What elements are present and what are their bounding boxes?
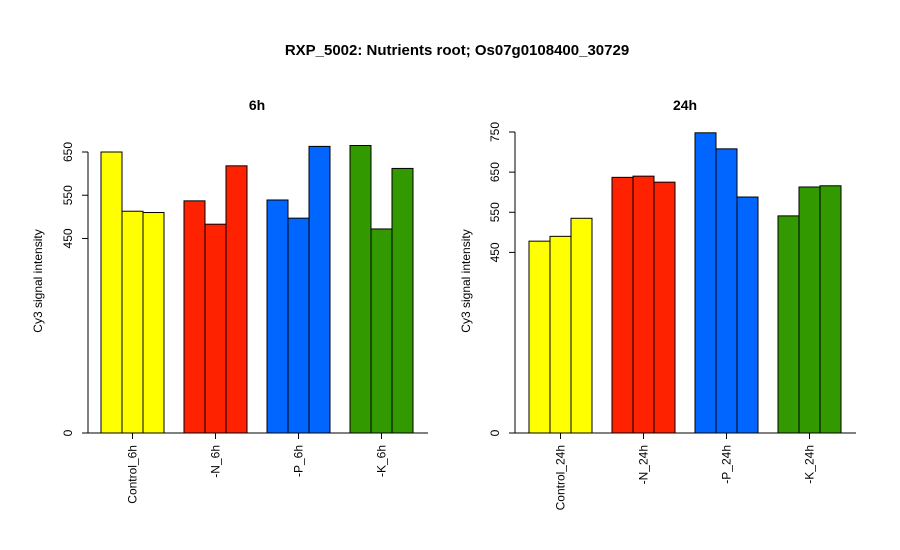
y-axis: 0 450 550 650	[61, 142, 89, 436]
panel-title: 6h	[249, 97, 265, 113]
chart-panel-24h: 24h Cy3 signal intensity 0 450 550 650 750 C…	[459, 97, 856, 510]
x-axis: Control_24h -N_24h -P_24h -K_24h	[515, 432, 856, 510]
bar	[266, 199, 289, 434]
bar	[798, 186, 821, 434]
chart-panel-6h: 6h Cy3 signal intensity 0 450 550 650 Contr…	[31, 97, 428, 504]
bar	[183, 200, 206, 434]
panel-title: 24h	[673, 97, 697, 113]
bar	[204, 223, 227, 434]
bar	[694, 132, 717, 434]
bar	[819, 185, 842, 434]
x-tick-label: -P_24h	[720, 445, 734, 484]
y-tick-label: 450	[488, 242, 502, 262]
y-tick-label: 550	[488, 202, 502, 222]
bar	[632, 175, 655, 434]
y-tick-label: 650	[488, 162, 502, 182]
y-tick-label: 550	[61, 185, 75, 205]
bars-group	[528, 132, 842, 434]
bar	[370, 228, 393, 434]
bar	[142, 212, 165, 434]
bar	[570, 217, 593, 434]
x-tick-label: -K_6h	[375, 445, 389, 477]
y-axis-label: Cy3 signal intensity	[459, 229, 473, 332]
y-axis-label: Cy3 signal intensity	[31, 229, 45, 332]
x-tick-label: Control_6h	[126, 445, 140, 504]
bar	[391, 167, 414, 434]
figure-title: RXP_5002: Nutrients root; Os07g0108400_3…	[285, 42, 629, 59]
bar	[121, 210, 144, 434]
y-axis: 0 450 550 650 750	[488, 122, 516, 436]
bar	[287, 217, 310, 434]
bars-group	[100, 145, 414, 434]
bar	[308, 145, 331, 434]
bar	[549, 235, 572, 434]
bar	[225, 165, 248, 434]
x-tick-label: -N_24h	[637, 445, 651, 484]
x-tick-label: Control_24h	[554, 445, 568, 510]
bar	[653, 181, 676, 434]
bar	[349, 145, 372, 434]
y-tick-label: 750	[488, 122, 502, 142]
bar	[736, 196, 759, 434]
y-tick-label: 0	[488, 429, 502, 436]
bar	[100, 151, 123, 434]
bar	[528, 240, 551, 434]
bar	[611, 176, 634, 434]
x-tick-label: -K_24h	[803, 445, 817, 484]
x-tick-label: -P_6h	[292, 445, 306, 477]
bar	[777, 215, 800, 434]
y-tick-label: 0	[61, 429, 75, 436]
y-tick-label: 650	[61, 142, 75, 162]
bar	[715, 148, 738, 434]
x-axis: Control_6h -N_6h -P_6h -K_6h	[88, 432, 428, 504]
x-tick-label: -N_6h	[209, 445, 223, 478]
y-tick-label: 450	[61, 228, 75, 248]
